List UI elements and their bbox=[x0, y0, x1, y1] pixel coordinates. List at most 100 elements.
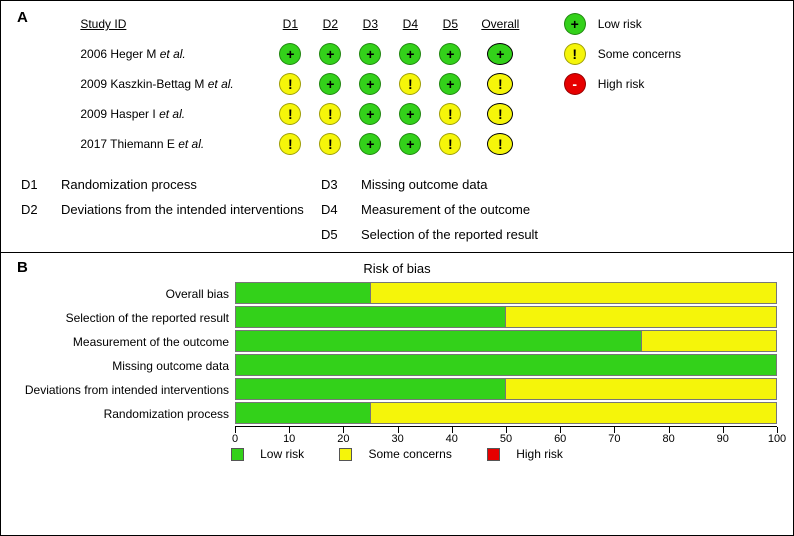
bar-row bbox=[235, 306, 777, 328]
risk-cell: + bbox=[350, 133, 390, 155]
legend-dot: + bbox=[564, 13, 586, 35]
risk-dot: + bbox=[439, 43, 461, 65]
risk-cell: ! bbox=[430, 133, 470, 155]
y-label: Selection of the reported result bbox=[17, 306, 229, 330]
bar-seg-some bbox=[642, 330, 778, 352]
risk-cell: ! bbox=[430, 103, 470, 125]
x-tick-label: 60 bbox=[554, 433, 566, 445]
risk-cell: + bbox=[390, 103, 430, 125]
panel-b-label: B bbox=[17, 259, 77, 276]
panel-a: A Study ID D1 D2 D3 D4 D5 Overall 2006 H… bbox=[1, 1, 793, 253]
risk-cell: + bbox=[350, 43, 390, 65]
x-tick-label: 50 bbox=[500, 433, 512, 445]
x-tick-label: 30 bbox=[391, 433, 403, 445]
domain-text: Selection of the reported result bbox=[361, 227, 641, 242]
risk-cell: + bbox=[310, 73, 350, 95]
y-label: Overall bias bbox=[17, 282, 229, 306]
x-axis: 0102030405060708090100 bbox=[235, 426, 777, 445]
risk-dot: + bbox=[359, 43, 381, 65]
overall-dot: + bbox=[487, 43, 513, 65]
domain-key: D1 bbox=[21, 177, 61, 192]
domain-key: D3 bbox=[321, 177, 361, 192]
x-tick-label: 90 bbox=[717, 433, 729, 445]
y-label: Randomization process bbox=[17, 402, 229, 426]
bar-seg-some bbox=[371, 402, 778, 424]
risk-dot: ! bbox=[399, 73, 421, 95]
domain-text: Missing outcome data bbox=[361, 177, 641, 192]
header-d1: D1 bbox=[270, 17, 310, 31]
x-tick-label: 40 bbox=[446, 433, 458, 445]
panel-b-title: Risk of bias bbox=[17, 261, 777, 276]
domain-key: D4 bbox=[321, 202, 361, 217]
legend-row: + Low risk bbox=[564, 9, 681, 39]
domain-definitions: D1Randomization processD3Missing outcome… bbox=[17, 177, 777, 242]
figure-container: A Study ID D1 D2 D3 D4 D5 Overall 2006 H… bbox=[0, 0, 794, 536]
domain-text bbox=[61, 227, 321, 242]
y-label: Measurement of the outcome bbox=[17, 330, 229, 354]
stacked-bar-chart: Overall biasSelection of the reported re… bbox=[17, 282, 777, 445]
risk-dot: ! bbox=[439, 133, 461, 155]
domain-text: Deviations from the intended interventio… bbox=[61, 202, 321, 217]
risk-cell: ! bbox=[270, 73, 310, 95]
risk-dot: + bbox=[279, 43, 301, 65]
risk-cell: ! bbox=[270, 103, 310, 125]
domain-text: Randomization process bbox=[61, 177, 321, 192]
overall-cell: ! bbox=[470, 133, 530, 155]
study-row: 2006 Heger M et al. + + + + + + bbox=[80, 39, 530, 69]
legend-dot: ! bbox=[564, 43, 586, 65]
panel-a-label: A bbox=[17, 9, 77, 26]
bar-row bbox=[235, 378, 777, 400]
risk-dot: ! bbox=[279, 133, 301, 155]
risk-dot: + bbox=[399, 43, 421, 65]
header-study: Study ID bbox=[80, 17, 270, 31]
overall-dot: ! bbox=[487, 133, 513, 155]
panel-b-legend: Low risk Some concerns High risk bbox=[17, 447, 777, 461]
overall-dot: ! bbox=[487, 103, 513, 125]
risk-cell: + bbox=[310, 43, 350, 65]
overall-cell: ! bbox=[470, 73, 530, 95]
y-label: Deviations from intended interventions bbox=[17, 378, 229, 402]
bar-seg-low bbox=[235, 282, 371, 304]
bar-seg-low bbox=[235, 306, 506, 328]
study-name: 2009 Hasper I et al. bbox=[80, 107, 270, 121]
x-tick-label: 100 bbox=[768, 433, 786, 445]
bar-row bbox=[235, 330, 777, 352]
risk-cell: ! bbox=[310, 133, 350, 155]
risk-dot: + bbox=[359, 73, 381, 95]
header-overall: Overall bbox=[470, 17, 530, 31]
overall-cell: ! bbox=[470, 103, 530, 125]
panel-a-legend: +Low risk!Some concerns-High risk bbox=[564, 9, 681, 99]
x-tick-label: 10 bbox=[283, 433, 295, 445]
x-tick-label: 80 bbox=[662, 433, 674, 445]
risk-dot: ! bbox=[319, 103, 341, 125]
risk-cell: + bbox=[390, 133, 430, 155]
risk-cell: ! bbox=[390, 73, 430, 95]
risk-dot: + bbox=[359, 133, 381, 155]
risk-cell: ! bbox=[270, 133, 310, 155]
risk-dot: ! bbox=[279, 103, 301, 125]
risk-dot: + bbox=[319, 43, 341, 65]
legend-label: High risk bbox=[598, 77, 645, 91]
risk-dot: + bbox=[399, 133, 421, 155]
risk-dot: ! bbox=[279, 73, 301, 95]
header-row: Study ID D1 D2 D3 D4 D5 Overall bbox=[80, 9, 530, 39]
traffic-light-grid: Study ID D1 D2 D3 D4 D5 Overall 2006 Heg… bbox=[80, 9, 530, 159]
risk-cell: ! bbox=[310, 103, 350, 125]
risk-dot: + bbox=[439, 73, 461, 95]
risk-dot: + bbox=[399, 103, 421, 125]
bar-seg-some bbox=[371, 282, 778, 304]
bar-seg-low bbox=[235, 354, 777, 376]
x-tick-label: 70 bbox=[608, 433, 620, 445]
study-name: 2006 Heger M et al. bbox=[80, 47, 270, 61]
header-d3: D3 bbox=[350, 17, 390, 31]
risk-dot: + bbox=[359, 103, 381, 125]
risk-cell: + bbox=[430, 43, 470, 65]
risk-cell: + bbox=[270, 43, 310, 65]
legend-dot: - bbox=[564, 73, 586, 95]
study-row: 2009 Kaszkin-Bettag M et al.!++!+! bbox=[80, 69, 530, 99]
legend-label: Low risk bbox=[598, 17, 642, 31]
bar-seg-some bbox=[506, 378, 777, 400]
bar-row bbox=[235, 282, 777, 304]
legend-some: Some concerns bbox=[331, 447, 459, 461]
overall-cell: + bbox=[470, 43, 530, 65]
